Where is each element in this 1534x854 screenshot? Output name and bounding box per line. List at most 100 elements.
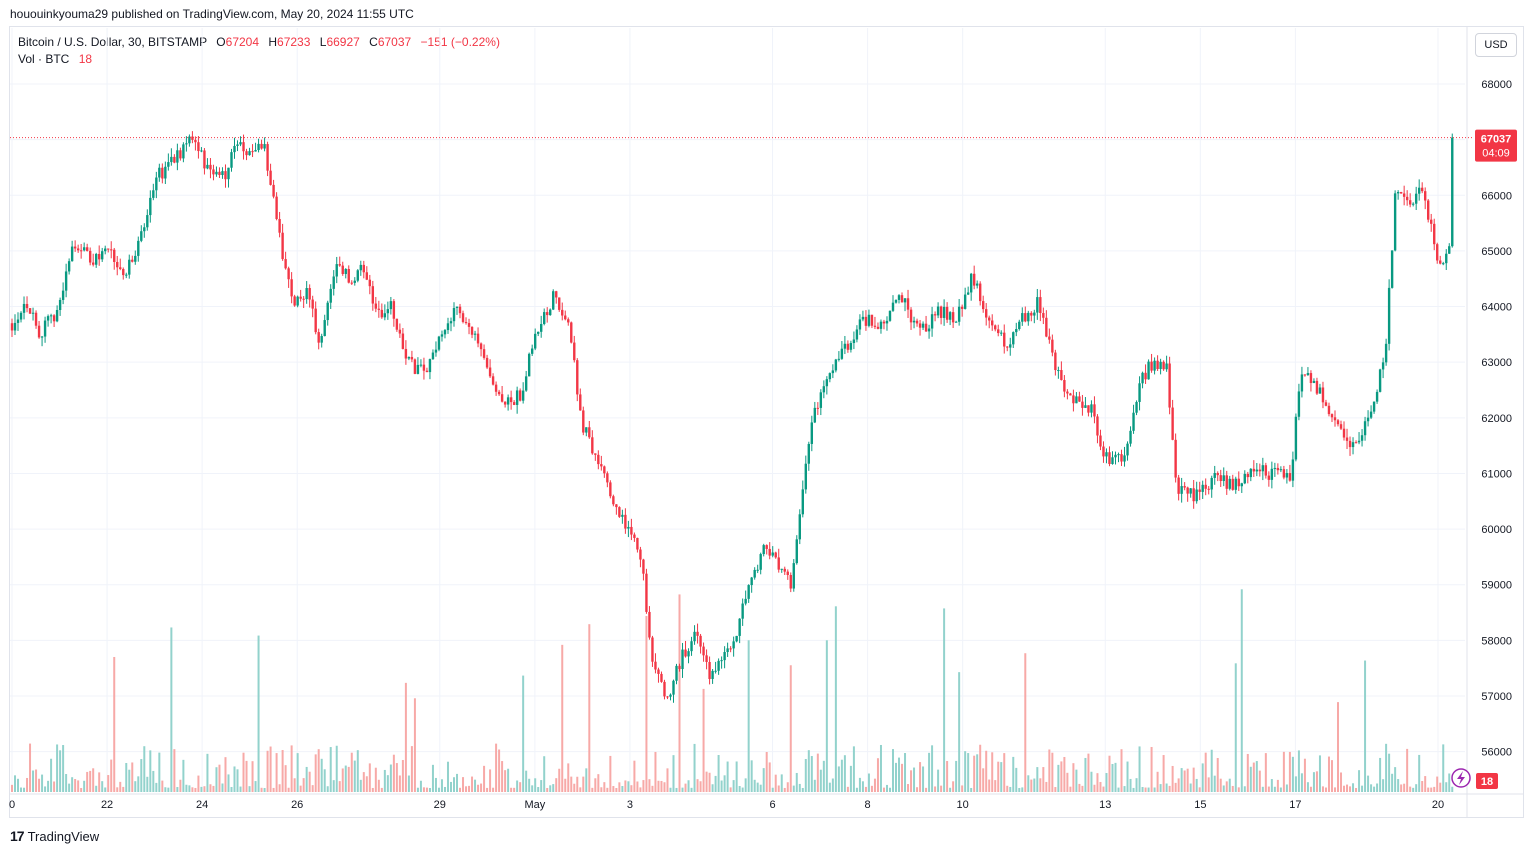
volume-bar (937, 769, 940, 792)
volume-bar (1273, 786, 1276, 792)
candle-body (714, 670, 717, 672)
candle-body (738, 618, 741, 636)
candle-body (224, 171, 227, 180)
volume-bar (317, 749, 320, 792)
volume-bar (639, 787, 642, 792)
volume-bar (1051, 752, 1054, 792)
candle-body (1099, 435, 1102, 447)
candle-body (1048, 336, 1051, 340)
candle-body (61, 290, 65, 300)
candle-body (942, 306, 946, 318)
candle-body (726, 648, 729, 653)
volume-bar (386, 775, 389, 792)
volume-bar (669, 787, 672, 792)
volume-bar (1364, 660, 1367, 792)
volume-bar (744, 778, 747, 792)
volume-bar (1282, 751, 1285, 792)
y-tick-label: 66000 (1481, 190, 1512, 202)
volume-title[interactable]: Vol · BTC (18, 52, 70, 66)
currency-button[interactable]: USD (1475, 33, 1517, 57)
candle-body (1000, 332, 1003, 334)
volume-bar (970, 787, 973, 792)
volume-bar (320, 758, 323, 792)
candle-body (621, 514, 624, 517)
volume-bar (362, 772, 365, 792)
volume-bar (251, 761, 254, 792)
candle-body (254, 149, 257, 152)
x-tick-label: 6 (769, 799, 775, 811)
volume-bar (591, 787, 594, 792)
candle-body (1273, 467, 1277, 469)
volume-bar (398, 775, 401, 792)
candle-body (618, 507, 621, 517)
candle-body (1033, 312, 1036, 316)
candle-body (1003, 332, 1006, 347)
volume-bar (1439, 782, 1442, 792)
volume-bar (687, 780, 690, 792)
volume-bar (137, 776, 140, 792)
candle-body (1144, 372, 1147, 380)
candle-body (473, 333, 477, 335)
volume-bar (1075, 769, 1078, 792)
candle-body (1057, 370, 1060, 372)
candle-body (1135, 401, 1138, 413)
candle-body (521, 390, 525, 401)
volume-bar (594, 778, 597, 792)
candle-body (1405, 196, 1409, 201)
candle-body (70, 246, 74, 262)
volume-bar (416, 787, 419, 792)
volume-bar (1066, 772, 1069, 792)
candle-body (1445, 253, 1448, 264)
volume-bar (1189, 783, 1192, 792)
volume-bar (1069, 786, 1072, 792)
volume-bar (588, 624, 591, 792)
volume-bar (1132, 787, 1135, 792)
volume-bar (582, 776, 585, 792)
candle-body (1009, 344, 1012, 348)
volume-bar (1210, 749, 1213, 792)
volume-bar (1117, 787, 1120, 792)
volume-bar (1099, 781, 1102, 792)
candle-body (356, 270, 359, 281)
volume-bar (804, 758, 807, 792)
volume-bar (1379, 757, 1382, 792)
candle-body (1231, 478, 1234, 490)
volume-bar (446, 761, 449, 792)
candle-body (1219, 475, 1222, 482)
candle-body (975, 283, 979, 286)
volume-bar (564, 778, 567, 792)
volume-bar (1237, 787, 1240, 792)
candle-body (576, 360, 579, 395)
volume-bar (203, 786, 206, 792)
candle-body (1321, 387, 1325, 403)
volume-bar (967, 753, 970, 792)
symbol-title[interactable]: Bitcoin / U.S. Dollar, 30, BITSTAMP (18, 35, 207, 49)
volume-bar (837, 766, 840, 792)
candle-body (317, 332, 320, 343)
volume-bar (419, 780, 422, 792)
candle-body (395, 318, 399, 330)
last-price-value: 67037 (1481, 134, 1512, 146)
candle-body (994, 325, 997, 330)
volume-bar (305, 766, 308, 792)
footer-brand[interactable]: 17 TradingView (10, 828, 99, 844)
volume-bar (26, 777, 29, 792)
candle-body (539, 324, 543, 332)
candle-body (798, 514, 801, 540)
volume-bar (350, 752, 353, 792)
candle-body (1246, 473, 1249, 478)
volume-bar (404, 682, 407, 792)
volume-bar (1207, 777, 1210, 792)
candle-body (753, 569, 756, 578)
volume-bar (1388, 753, 1391, 792)
candle-body (825, 379, 829, 387)
volume-bar (630, 785, 633, 792)
volume-bar (50, 758, 53, 792)
volume-bar (531, 785, 534, 792)
volume-bar (1406, 748, 1409, 792)
volume-bar (771, 787, 774, 792)
volume-value: 18 (78, 52, 93, 66)
candle-body (107, 248, 110, 250)
candle-body (876, 326, 880, 329)
